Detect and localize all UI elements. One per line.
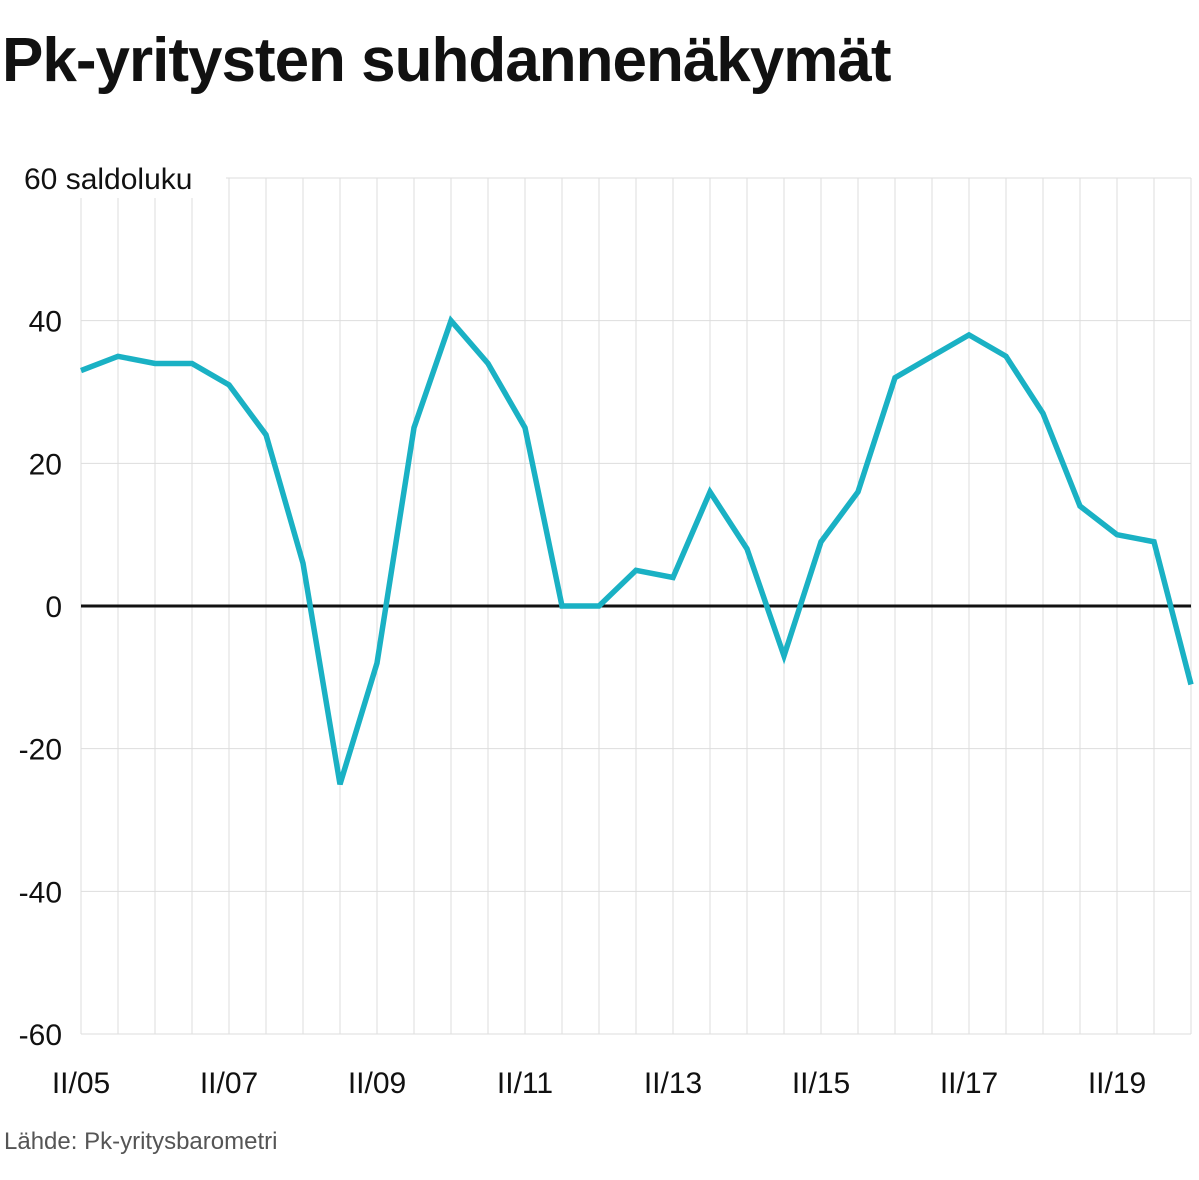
x-tick-label: II/15: [792, 1067, 850, 1100]
x-tick-label: II/07: [200, 1067, 258, 1100]
y-label-background: [20, 156, 226, 198]
x-tick-label: II/13: [644, 1067, 702, 1100]
x-axis-ticks: II/05 II/07 II/09 II/11 II/13 II/15 II/17 II/19: [52, 1067, 1146, 1100]
y-tick-label: 20: [29, 448, 62, 481]
x-tick-label: II/09: [348, 1067, 406, 1100]
x-tick-label: II/19: [1088, 1067, 1146, 1100]
y-axis-label: 60 saldoluku: [24, 163, 192, 196]
x-tick-label: II/11: [497, 1067, 553, 1100]
y-axis-ticks: -60 -40 -20 0 20 40 60 saldoluku: [19, 156, 226, 1052]
y-tick-label: -20: [19, 734, 62, 767]
series-line: [80, 315, 1194, 786]
source-note: Lähde: Pk-yritysbarometri: [4, 1128, 278, 1155]
y-tick-label: 0: [45, 591, 62, 624]
y-tick-label: 40: [29, 306, 62, 339]
x-tick-label: II/05: [52, 1067, 110, 1100]
y-tick-label: -40: [19, 876, 62, 909]
x-tick-label: II/17: [940, 1067, 998, 1100]
y-tick-label: -60: [19, 1019, 62, 1052]
page-title: Pk-yritysten suhdannenäkymät: [2, 26, 892, 95]
horizontal-gridlines: [81, 177, 1191, 1035]
